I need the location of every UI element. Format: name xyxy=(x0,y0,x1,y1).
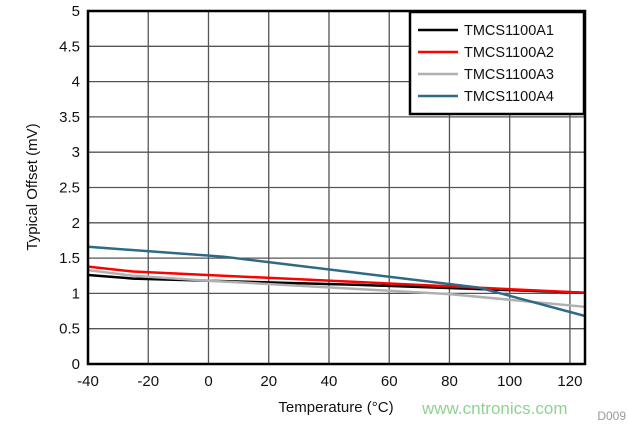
y-tick-label: 3.5 xyxy=(59,109,80,126)
y-tick-label: 1.5 xyxy=(59,250,80,267)
y-tick-labels: 0 0.5 1 1.5 2 2.5 3 3.5 4 4.5 5 xyxy=(59,3,80,373)
y-tick-label: 0.5 xyxy=(59,321,80,338)
x-tick-labels: -40 -20 0 20 40 60 80 100 120 xyxy=(77,373,582,390)
series-line-TMCS1100A2 xyxy=(87,265,586,294)
y-tick-label: 3 xyxy=(72,144,80,161)
plot-frame xyxy=(86,9,587,366)
y-tick-label: 5 xyxy=(72,3,80,20)
series-lines xyxy=(87,245,586,318)
y-tick-label: 2.5 xyxy=(59,180,80,197)
legend-label: TMCS1100A1 xyxy=(464,23,554,39)
x-tick-label: 0 xyxy=(204,373,212,390)
figure-id: D009 xyxy=(597,409,626,423)
legend-label: TMCS1100A4 xyxy=(464,89,554,105)
x-tick-label: 80 xyxy=(441,373,458,390)
legend-label: TMCS1100A3 xyxy=(464,67,554,83)
watermark: www.cntronics.com xyxy=(421,399,567,418)
x-tick-label: 120 xyxy=(557,373,582,390)
x-tick-label: 60 xyxy=(381,373,398,390)
x-tick-label: 20 xyxy=(260,373,277,390)
y-tick-label: 0 xyxy=(72,356,80,373)
x-tick-label: -20 xyxy=(137,373,159,390)
series-line-TMCS1100A3 xyxy=(87,268,586,309)
legend-label: TMCS1100A2 xyxy=(464,45,554,61)
y-tick-label: 1 xyxy=(72,285,80,302)
x-axis-label: Temperature (°C) xyxy=(278,399,393,416)
y-tick-label: 2 xyxy=(72,215,80,232)
x-tick-label: 40 xyxy=(321,373,338,390)
series-line-TMCS1100A4 xyxy=(87,245,586,318)
x-tick-label: 100 xyxy=(497,373,522,390)
legend: TMCS1100A1 TMCS1100A2 TMCS1100A3 TMCS1100A4 xyxy=(408,10,586,116)
x-tick-label: -40 xyxy=(77,373,99,390)
grid xyxy=(87,10,585,365)
y-tick-label: 4.5 xyxy=(59,38,80,55)
y-axis-label: Typical Offset (mV) xyxy=(24,123,41,250)
y-tick-label: 4 xyxy=(72,74,80,91)
